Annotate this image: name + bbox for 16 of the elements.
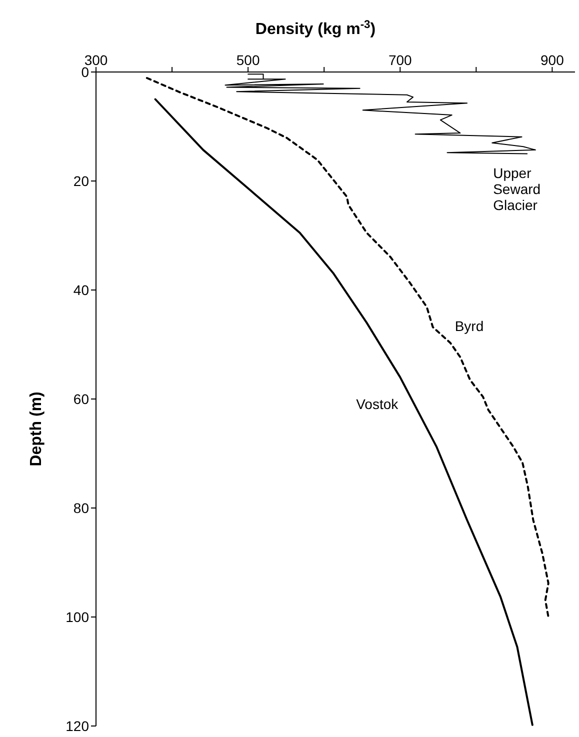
y-tick-label: 100 xyxy=(66,608,90,625)
series-label: Byrd xyxy=(454,318,484,334)
y-tick-label: 20 xyxy=(73,172,90,189)
y-tick-label: 40 xyxy=(73,282,90,298)
x-tick-label: 500 xyxy=(236,52,260,68)
y-tick-label: 80 xyxy=(73,500,90,516)
series-label: Vostok xyxy=(356,396,400,412)
x-tick-label: 700 xyxy=(388,52,412,68)
x-tick-label: 300 xyxy=(84,52,108,68)
x-axis-title: Density (kg m$^{-3}$) xyxy=(255,19,376,38)
series-label: Upper Seward Glacier xyxy=(493,164,541,213)
x-tick-label: 900 xyxy=(540,52,564,68)
y-tick-label: 60 xyxy=(73,390,90,407)
y-axis-title: Depth (m) xyxy=(28,392,45,466)
line-series xyxy=(146,76,550,618)
y-tick-label: 120 xyxy=(66,718,90,734)
